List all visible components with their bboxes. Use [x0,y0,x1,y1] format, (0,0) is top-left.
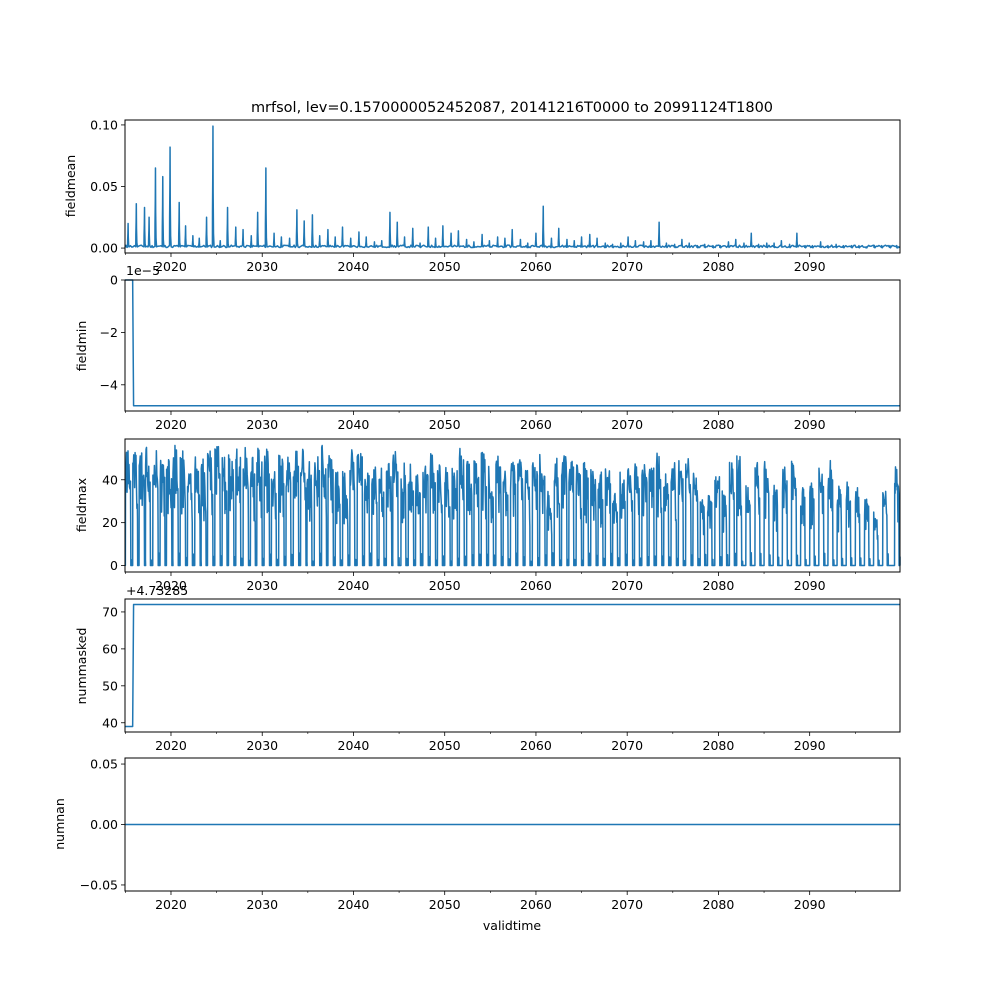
fieldmin-axes-frame [124,279,901,412]
nummasked-ticks: 2020 2030 2040 2050 2060 2070 2080 2090 40 50 60 70 [102,604,856,753]
numnan-ytick-label: 0.05 [90,757,118,772]
fieldmax-ytick-label: 40 [102,472,118,487]
nummasked-xtick-label: 2070 [611,738,643,753]
fieldmax-ytick-label: 0 [110,558,118,573]
fieldmin-ytick-label: −2 [100,325,118,340]
nummasked-offset-text: +4.73285 [126,583,188,598]
fieldmin-xtick-label: 2040 [338,417,370,432]
numnan-ylabel: numnan [52,798,67,850]
fieldmean-ticks: 2020 2030 2040 2050 2060 2070 2080 2090 0.00 0.05… [90,117,856,274]
fieldmin-xtick-label: 2060 [520,417,552,432]
numnan-xtick-label: 2040 [338,897,370,912]
fieldmax-ylabel: fieldmax [74,478,89,532]
nummasked-xtick-label: 2060 [520,738,552,753]
nummasked-xtick-label: 2030 [246,738,278,753]
fieldmin-ylabel: fieldmin [74,321,89,372]
fieldmean-ylabel: fieldmean [63,155,78,217]
fieldmin-xtick-label: 2030 [246,417,278,432]
nummasked-xtick-label: 2040 [338,738,370,753]
fieldmean-xtick-label: 2030 [246,259,278,274]
fieldmean-line [124,125,901,249]
fieldmin-xtick-label: 2020 [155,417,187,432]
fieldmax-series-line [124,444,901,567]
fieldmax-line [124,444,901,567]
fieldmax-xtick-label: 2050 [429,578,461,593]
nummasked-xtick-label: 2050 [429,738,461,753]
fieldmax-xtick-label: 2020 [155,578,187,593]
panel-numnan: 2020 2030 2040 2050 2060 2070 2080 2090 0.05 0.00… [52,757,901,912]
numnan-xtick-label: 2020 [155,897,187,912]
numnan-xtick-label: 2090 [794,897,826,912]
fieldmin-xtick-label: 2070 [611,417,643,432]
nummasked-xtick-label: 2090 [794,738,826,753]
fieldmax-xtick-label: 2090 [794,578,826,593]
nummasked-ytick-label: 60 [102,641,118,656]
fieldmax-xtick-label: 2040 [338,578,370,593]
fieldmean-xtick-label: 2080 [703,259,735,274]
fieldmax-xtick-label: 2030 [246,578,278,593]
fieldmin-ytick-label: 0 [110,273,118,288]
fieldmax-ytick-label: 20 [102,515,118,530]
nummasked-ytick-label: 70 [102,604,118,619]
figure-title: mrfsol, lev=0.1570000052452087, 20141216… [251,100,773,116]
fieldmean-xtick-label: 2050 [429,259,461,274]
panel-nummasked: 2020 2030 2040 2050 2060 2070 2080 2090 40 50 60 70… [74,583,901,753]
fieldmean-xtick-label: 2020 [155,259,187,274]
fieldmean-series-line [124,125,901,249]
panel-fieldmean: 2020 2030 2040 2050 2060 2070 2080 2090 0.00 0.05… [63,117,901,274]
nummasked-xtick-label: 2080 [703,738,735,753]
fieldmax-xtick-label: 2060 [520,578,552,593]
nummasked-ylabel: nummasked [74,628,89,705]
fieldmean-xtick-label: 2070 [611,259,643,274]
numnan-xtick-label: 2030 [246,897,278,912]
nummasked-ytick-label: 50 [102,678,118,693]
fieldmean-xtick-label: 2060 [520,259,552,274]
nummasked-ytick-label: 40 [102,715,118,730]
numnan-xtick-label: 2060 [520,897,552,912]
fieldmin-offset-text: 1e−5 [126,263,160,278]
numnan-ytick-label: −0.05 [80,877,118,892]
fieldmin-ytick-label: −4 [100,377,118,392]
numnan-ytick-label: 0.00 [90,817,118,832]
fieldmax-axes-frame [124,438,901,573]
x-axis-label: validtime [483,918,541,933]
fieldmax-xtick-label: 2080 [703,578,735,593]
nummasked-xtick-label: 2020 [155,738,187,753]
fieldmean-xtick-label: 2090 [794,259,826,274]
numnan-xtick-label: 2070 [611,897,643,912]
panel-fieldmin: 2020 2030 2040 2050 2060 2070 2080 2090 0 −2 −4 fi… [74,263,901,432]
fieldmin-xtick-label: 2080 [703,417,735,432]
numnan-ticks: 2020 2030 2040 2050 2060 2070 2080 2090 0.05 0.00… [80,757,856,912]
fieldmean-ytick-label: 0.10 [90,117,118,132]
numnan-xtick-label: 2050 [429,897,461,912]
nummasked-axes-frame [124,598,901,733]
numnan-xtick-label: 2080 [703,897,735,912]
fieldmin-ticks: 2020 2030 2040 2050 2060 2070 2080 2090 0 −2 −4 [100,273,856,432]
fieldmean-ytick-label: 0.00 [90,241,118,256]
fieldmin-xtick-label: 2050 [429,417,461,432]
nummasked-series-line [125,603,900,728]
fieldmin-xtick-label: 2090 [794,417,826,432]
fieldmean-ytick-label: 0.05 [90,179,118,194]
fieldmax-xtick-label: 2070 [611,578,643,593]
nummasked-line [125,603,900,728]
fieldmean-xtick-label: 2040 [338,259,370,274]
